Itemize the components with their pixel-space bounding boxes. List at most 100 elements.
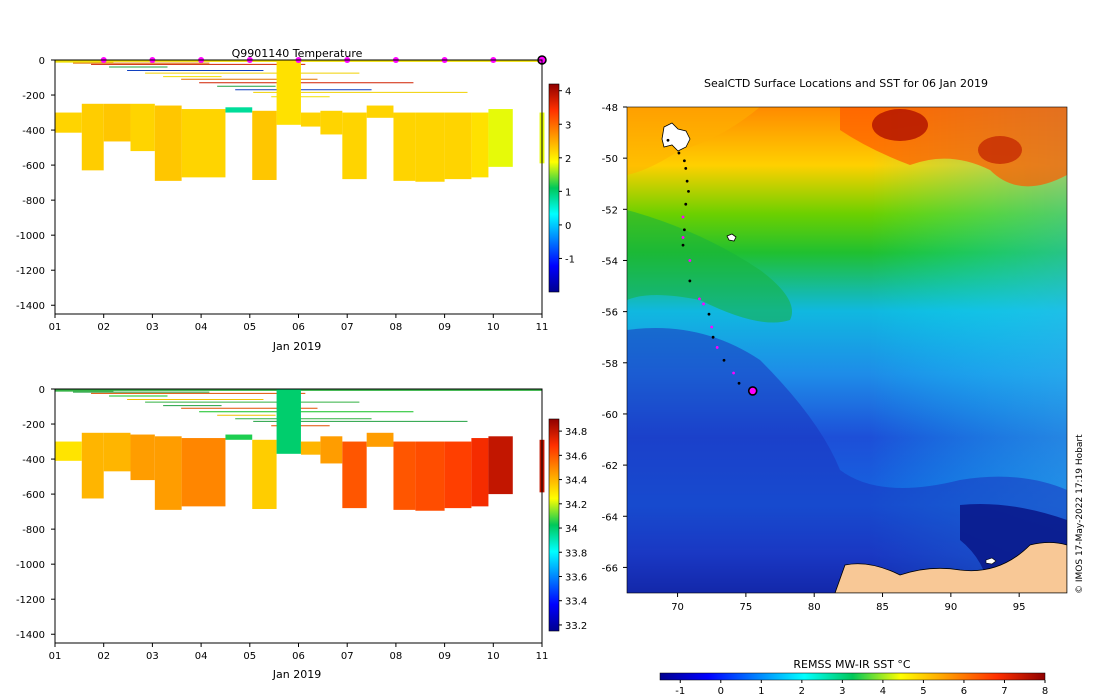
sst-map-panel: SealCTD Surface Locations and SST for 06… bbox=[602, 77, 1085, 697]
y-tick-label: -1400 bbox=[16, 630, 45, 641]
colorbar-tick-label: -1 bbox=[565, 254, 575, 265]
x-tick-label: 05 bbox=[243, 322, 256, 333]
lon-tick-label: 75 bbox=[740, 602, 753, 613]
profile-block bbox=[488, 109, 513, 167]
profile-block bbox=[300, 441, 321, 455]
kerguelen-island bbox=[661, 122, 691, 152]
lat-tick-label: -62 bbox=[602, 461, 618, 472]
profile-block bbox=[415, 112, 445, 182]
track-point bbox=[684, 166, 688, 170]
profile-block bbox=[320, 436, 343, 464]
colorbar-tick-label: 4 bbox=[565, 87, 571, 98]
profile-block bbox=[103, 432, 131, 472]
salinity-x-label: Jan 2019 bbox=[272, 668, 321, 681]
salinity-profiles bbox=[55, 389, 545, 511]
x-tick-label: 03 bbox=[146, 322, 159, 333]
x-tick-label: 11 bbox=[536, 651, 549, 662]
salinity-x-axis: 01 02 03 04 05 06 07 08 09 10 11 bbox=[49, 643, 549, 662]
track-point bbox=[688, 279, 692, 283]
profile-block bbox=[444, 441, 472, 509]
track-point bbox=[681, 236, 685, 239]
track-point bbox=[707, 312, 711, 316]
profile-block bbox=[252, 110, 277, 180]
track-point bbox=[687, 190, 690, 193]
x-tick-label: 03 bbox=[146, 651, 159, 662]
y-tick-label: -400 bbox=[22, 126, 45, 137]
x-tick-label: 08 bbox=[390, 651, 403, 662]
antarctic-land bbox=[834, 542, 1067, 593]
y-tick-label: -1000 bbox=[16, 560, 45, 571]
y-tick-label: -1200 bbox=[16, 266, 45, 277]
profile-block bbox=[300, 112, 321, 127]
colorbar-tick-label: 34.4 bbox=[565, 476, 587, 487]
track-point bbox=[711, 335, 715, 339]
profile-block bbox=[444, 112, 472, 180]
temperature-x-label: Jan 2019 bbox=[272, 340, 321, 353]
sst-colorbar-tick-label: 7 bbox=[1001, 686, 1007, 697]
lon-tick-label: 95 bbox=[1013, 602, 1026, 613]
profile-block bbox=[55, 441, 82, 461]
sst-cold-tongue bbox=[627, 328, 1067, 593]
x-tick-label: 10 bbox=[487, 651, 500, 662]
x-tick-label: 02 bbox=[97, 322, 110, 333]
y-tick-label: -600 bbox=[22, 161, 45, 172]
profile-block bbox=[154, 436, 182, 510]
sst-map-title: SealCTD Surface Locations and SST for 06… bbox=[704, 77, 988, 90]
x-tick-label: 09 bbox=[438, 322, 451, 333]
track-point bbox=[722, 358, 726, 362]
colorbar-tick-label: 3 bbox=[565, 120, 571, 131]
lat-tick-label: -64 bbox=[602, 512, 618, 523]
colorbar-tick-label: 2 bbox=[565, 154, 571, 165]
sst-hot-spot-east bbox=[978, 136, 1022, 164]
y-tick-label: -800 bbox=[22, 196, 45, 207]
lat-tick-label: -56 bbox=[602, 308, 618, 319]
track-point bbox=[682, 228, 686, 232]
temperature-colorbar-ticks: 4 3 2 1 0 -1 bbox=[559, 87, 575, 265]
y-tick-label: -800 bbox=[22, 525, 45, 536]
x-tick-label: 04 bbox=[195, 322, 208, 333]
profile-block bbox=[130, 434, 155, 481]
sst-colorbar-tick-label: 8 bbox=[1042, 686, 1048, 697]
sst-colorbar-tick-label: 2 bbox=[799, 686, 805, 697]
sst-colorbar-tick-label: 3 bbox=[839, 686, 845, 697]
profile-block bbox=[181, 438, 226, 507]
sst-colorbar-tick-label: -1 bbox=[675, 686, 685, 697]
y-tick-label: -200 bbox=[22, 420, 45, 431]
sst-green-front bbox=[627, 210, 792, 323]
profile-block bbox=[488, 436, 513, 495]
profile-block bbox=[252, 439, 277, 509]
track-point bbox=[688, 259, 692, 262]
x-tick-label: 05 bbox=[243, 651, 256, 662]
profile-block bbox=[342, 112, 367, 180]
profile-block bbox=[471, 112, 489, 178]
x-tick-label: 06 bbox=[292, 322, 305, 333]
ice-fleck bbox=[985, 557, 997, 565]
profile-block bbox=[471, 438, 489, 507]
sst-map-longitude-axis: 70 75 80 85 90 95 bbox=[671, 593, 1026, 613]
profile-block bbox=[415, 441, 445, 511]
temperature-title: Q9901140 Temperature bbox=[232, 47, 363, 60]
sst-colorbar-ticks: -1 0 1 2 3 4 5 6 7 8 bbox=[675, 680, 1048, 697]
salinity-y-axis: 0 -200 -400 -600 -800 -1000 -1200 -1400 bbox=[16, 385, 55, 641]
temperature-profiles bbox=[55, 60, 545, 182]
track-point bbox=[681, 215, 685, 219]
track-point bbox=[715, 346, 719, 349]
track-point bbox=[737, 381, 741, 385]
x-tick-label: 07 bbox=[341, 651, 354, 662]
profile-block bbox=[130, 103, 155, 152]
temperature-x-axis: 01 02 03 04 05 06 07 08 09 10 11 bbox=[49, 314, 548, 333]
x-tick-label: 04 bbox=[195, 651, 208, 662]
profile-block bbox=[276, 60, 301, 125]
lat-tick-label: -58 bbox=[602, 359, 618, 370]
x-tick-label: 06 bbox=[292, 651, 305, 662]
profile-block bbox=[366, 105, 394, 118]
lat-tick-label: -50 bbox=[602, 154, 618, 165]
lon-tick-label: 90 bbox=[944, 602, 957, 613]
colorbar-tick-label: 33.4 bbox=[565, 597, 587, 608]
y-tick-label: -1200 bbox=[16, 595, 45, 606]
x-tick-label: 09 bbox=[438, 651, 451, 662]
colorbar-tick-label: 34 bbox=[565, 524, 578, 535]
x-tick-label: 08 bbox=[390, 322, 403, 333]
x-tick-label: 01 bbox=[49, 322, 62, 333]
